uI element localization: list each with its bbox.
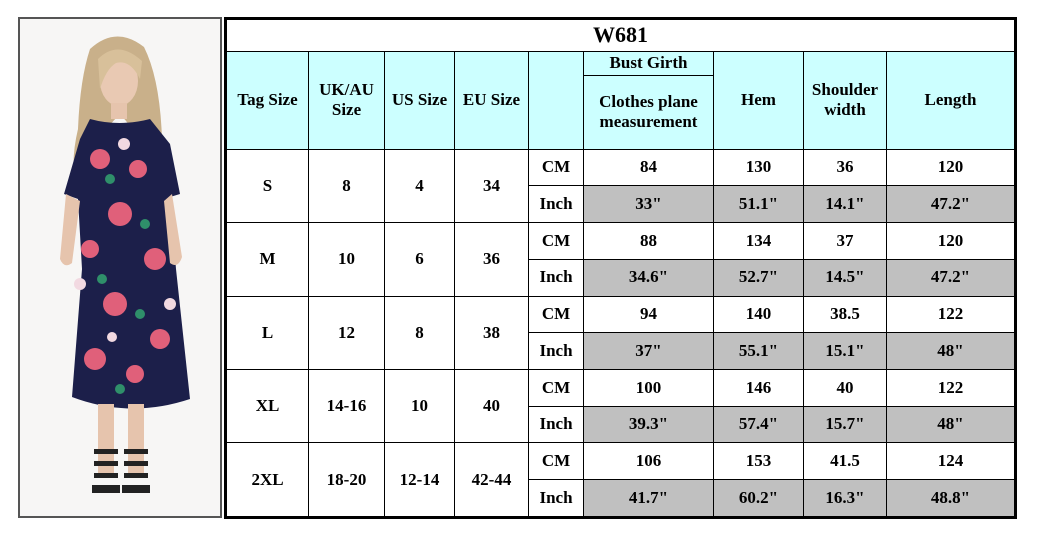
shoulder-cm-cell: 37 [803,222,887,260]
length-inch-cell: 47.2" [886,258,1015,297]
length-inch-cell: 48" [886,405,1015,444]
header-bust-girth: Bust Girth [583,50,714,77]
table-row: Inch 33" 51.1" 14.1" 47.2" [227,185,1015,224]
bust-cm-cell: 106 [583,442,714,481]
unit-cm-cell: CM [528,368,584,407]
product-code-title: W681 [226,19,1015,52]
table-row: S 8 4 34 CM 84 130 36 120 [226,148,1015,224]
uk-au-size-cell: 8 [308,148,385,224]
unit-inch-cell: Inch [528,405,584,444]
uk-au-size-cell: 12 [308,295,385,370]
shoulder-inch-cell: 16.3" [803,479,887,517]
hem-inch-cell: 55.1" [713,332,804,370]
hem-cm-cell: 146 [713,368,804,407]
unit-cm-cell: CM [528,222,584,260]
unit-inch-cell: Inch [528,185,584,224]
bust-cm-cell: 94 [583,295,714,334]
header-tag-size: Tag Size [226,50,309,150]
uk-au-size-cell: 18-20 [308,442,385,517]
shoulder-inch-cell: 15.7" [803,405,887,444]
hem-inch-cell: 60.2" [713,479,804,517]
shoulder-inch-cell: 14.1" [803,185,887,224]
bust-inch-cell: 37" [583,332,714,370]
unit-cm-cell: CM [528,442,584,481]
shoulder-cm-cell: 38.5 [803,295,887,334]
length-cm-cell: 122 [886,368,1015,407]
header-hem: Hem [713,50,804,150]
bust-inch-cell: 39.3" [583,405,714,444]
us-size-cell: 4 [384,148,455,224]
header-unit [528,50,584,150]
shoulder-cm-cell: 40 [803,368,887,407]
unit-inch-cell: Inch [528,479,584,517]
table-row: Inch 34.6" 52.7" 14.5" 47.2" [227,258,1015,297]
tag-size-cell: L [226,295,309,370]
eu-size-cell: 36 [454,222,529,297]
header-length: Length [886,50,1015,150]
model-in-floral-dress-image [20,19,220,516]
length-cm-cell: 122 [886,295,1015,334]
header-us-size: US Size [384,50,455,150]
eu-size-cell: 40 [454,368,529,444]
us-size-cell: 6 [384,222,455,297]
eu-size-cell: 38 [454,295,529,370]
uk-au-size-cell: 10 [308,222,385,297]
length-inch-cell: 48.8" [886,479,1015,517]
table-row: Inch 39.3" 57.4" 15.7" 48" [227,405,1015,444]
eu-size-cell: 34 [454,148,529,224]
length-cm-cell: 124 [886,442,1015,481]
hem-cm-cell: 153 [713,442,804,481]
shoulder-cm-cell: 36 [803,148,887,187]
tag-size-cell: 2XL [226,442,309,517]
us-size-cell: 12-14 [384,442,455,517]
hem-inch-cell: 57.4" [713,405,804,444]
hem-cm-cell: 130 [713,148,804,187]
header-uk-au-size: UK/AU Size [308,50,385,150]
shoulder-cm-cell: 41.5 [803,442,887,481]
eu-size-cell: 42-44 [454,442,529,517]
unit-inch-cell: Inch [528,332,584,370]
tag-size-cell: S [226,148,309,224]
table-row: L 12 8 38 CM 94 140 38.5 122 [226,295,1015,370]
tag-size-cell: XL [226,368,309,444]
header-shoulder-width: Shoulder width [803,50,887,150]
header-eu-size: EU Size [454,50,529,150]
unit-cm-cell: CM [528,295,584,334]
bust-inch-cell: 33" [583,185,714,224]
table-row: XL 14-16 10 40 CM 100 146 40 122 [226,368,1015,444]
bust-cm-cell: 84 [583,148,714,187]
bust-cm-cell: 100 [583,368,714,407]
tag-size-cell: M [226,222,309,297]
shoulder-inch-cell: 14.5" [803,258,887,297]
product-photo [18,17,222,518]
length-cm-cell: 120 [886,222,1015,260]
uk-au-size-cell: 14-16 [308,368,385,444]
unit-inch-cell: Inch [528,258,584,297]
size-chart: W681 Tag Size UK/AU Size US Size EU Size… [224,17,1017,519]
table-row: Inch 41.7" 60.2" 16.3" 48.8" [227,479,1015,517]
length-inch-cell: 47.2" [886,185,1015,224]
header-bust-measurement-note: Clothes plane measurement [583,75,714,150]
hem-cm-cell: 134 [713,222,804,260]
shoulder-inch-cell: 15.1" [803,332,887,370]
bust-cm-cell: 88 [583,222,714,260]
table-row: M 10 6 36 CM 88 134 37 120 [226,222,1015,297]
table-row: 2XL 18-20 12-14 42-44 CM 106 153 41.5 124 [226,442,1015,517]
us-size-cell: 10 [384,368,455,444]
bust-inch-cell: 34.6" [583,258,714,297]
length-cm-cell: 120 [886,148,1015,187]
size-table: W681 Tag Size UK/AU Size US Size EU Size… [226,19,1015,517]
length-inch-cell: 48" [886,332,1015,370]
hem-inch-cell: 51.1" [713,185,804,224]
bust-inch-cell: 41.7" [583,479,714,517]
us-size-cell: 8 [384,295,455,370]
hem-cm-cell: 140 [713,295,804,334]
unit-cm-cell: CM [528,148,584,187]
hem-inch-cell: 52.7" [713,258,804,297]
